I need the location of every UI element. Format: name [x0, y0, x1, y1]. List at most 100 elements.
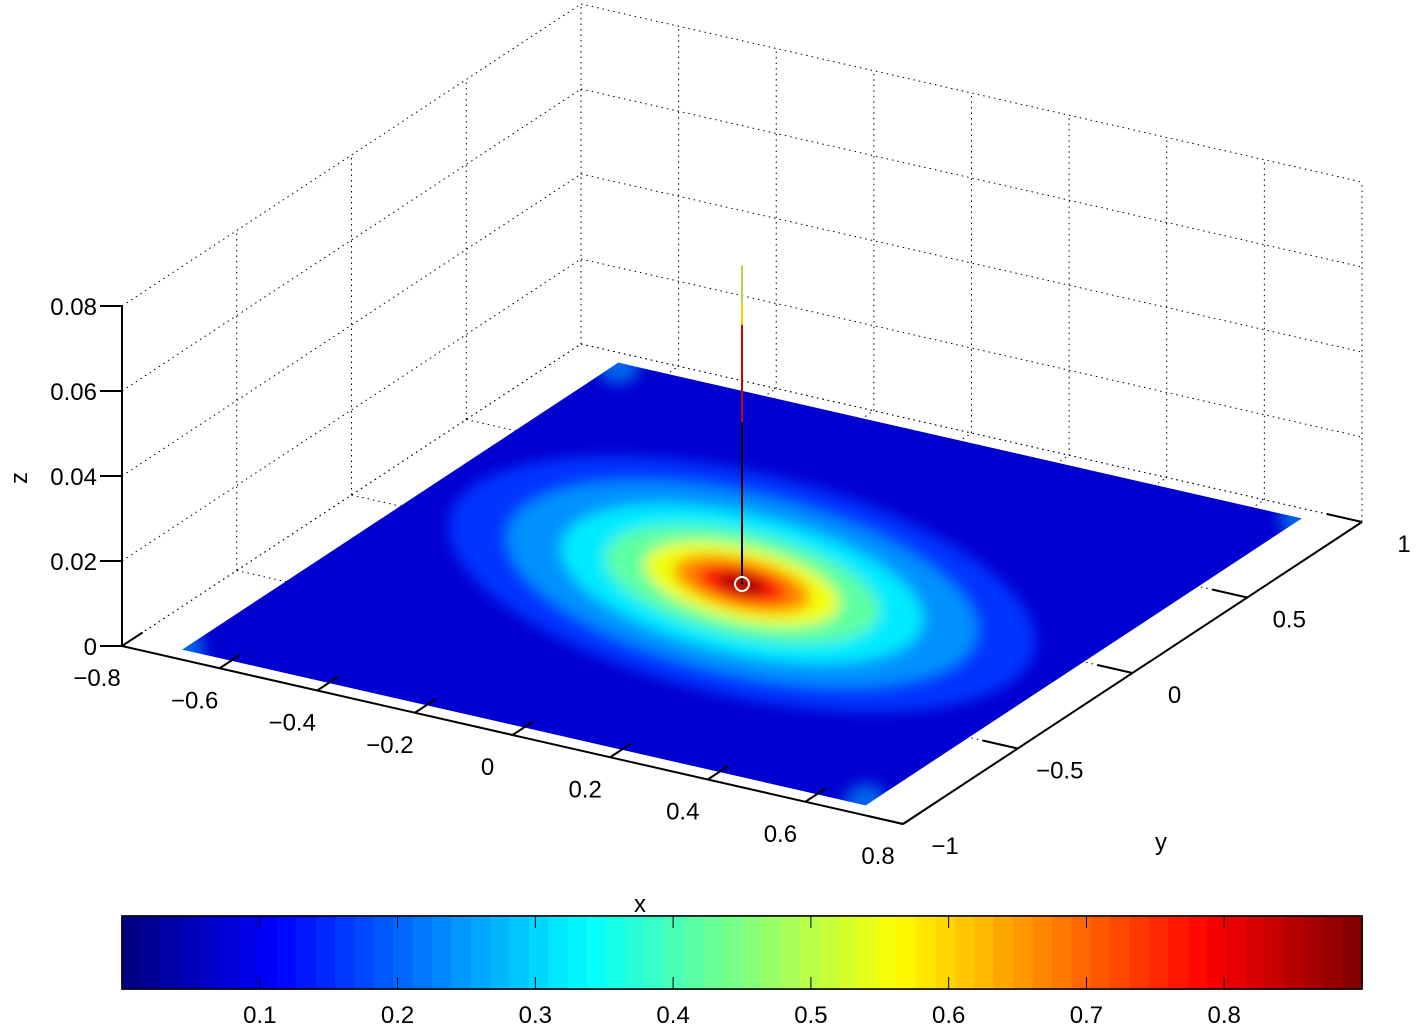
colorbar-band [800, 916, 821, 989]
colorbar-frame [121, 915, 1363, 990]
colorbar-band [122, 916, 142, 989]
grid-line [580, 3, 1363, 183]
colorbar-tick-label: 0.4 [656, 1002, 689, 1029]
peak-marker [734, 576, 750, 592]
grid-line [121, 173, 582, 477]
colorbar-band [1168, 916, 1189, 989]
colorbar-band [315, 916, 336, 989]
colorbar-band [412, 916, 433, 989]
y-tick [867, 815, 904, 825]
y-tick-label: −0.5 [1036, 758, 1083, 785]
grid-line [121, 258, 582, 562]
x-tick [414, 698, 437, 714]
y-tick [982, 739, 1018, 750]
colorbar-band [451, 916, 472, 989]
colorbar-band [373, 916, 394, 989]
colorbar-band [587, 916, 607, 989]
colorbar-band [858, 916, 879, 989]
colorbar-band [548, 916, 569, 989]
colorbar-band [567, 916, 588, 989]
x-tick [707, 765, 729, 781]
x-tick [316, 676, 339, 692]
colorbar-band [354, 916, 375, 989]
colorbar-band [1303, 916, 1324, 989]
x-tick [804, 787, 827, 803]
x-tick-label: −0.6 [171, 687, 218, 714]
x-tick-label: 0.6 [764, 821, 797, 848]
colorbar-band [935, 916, 956, 989]
colorbar-band [819, 916, 840, 989]
colorbar-band [1071, 916, 1092, 989]
x-tick-label: −0.2 [366, 732, 413, 759]
x-tick [902, 809, 925, 825]
colorbar-band [1265, 916, 1286, 989]
colorbar-band [160, 916, 181, 989]
colorbar-tick-label: 0.6 [932, 1002, 965, 1029]
x-axis-label: x [634, 891, 646, 918]
colorbar-band [393, 916, 414, 989]
colorbar-tick-label: 0.1 [243, 1002, 276, 1029]
colorbar-band [625, 916, 646, 989]
grid-line [121, 88, 582, 392]
colorbar-band [974, 916, 995, 989]
colorbar-band [1226, 916, 1247, 989]
colorbar-band [528, 916, 549, 989]
y-tick-label: 1 [1397, 531, 1410, 558]
colorbar-band [1207, 916, 1227, 989]
colorbar-band [645, 916, 666, 989]
colorbar-band [955, 916, 976, 989]
x-tick [219, 653, 241, 670]
y-tick [1097, 664, 1133, 674]
colorbar-band [1090, 916, 1111, 989]
x-tick-label: 0.2 [568, 776, 601, 803]
colorbar-band [1129, 916, 1150, 989]
x-tick-label: 0.8 [861, 843, 894, 870]
colorbar-band [335, 916, 356, 989]
y-tick [1211, 588, 1248, 599]
z-tick-label: 0.06 [50, 379, 97, 406]
colorbar-tick-label: 0.3 [519, 1002, 552, 1029]
colorbar-band [1013, 916, 1034, 989]
colorbar-band [1342, 916, 1363, 989]
colorbar-band [916, 916, 937, 989]
colorbar-band [742, 916, 762, 989]
colorbar-band [761, 916, 782, 989]
colorbar-band [432, 916, 452, 989]
colorbar-band [1187, 916, 1208, 989]
z-tick-label: 0.04 [50, 464, 97, 491]
colorbar-band [1110, 916, 1131, 989]
colorbar-band [1245, 916, 1266, 989]
grid-line [121, 343, 582, 647]
axes: −0.8 −0.6 −0.4 −0.2 0 0.2 0.4 0.6 0.8 −1 −0.5 0 0.5 1… [50, 294, 1410, 870]
colorbar-band [993, 916, 1014, 989]
colorbar-band [838, 916, 859, 989]
z-axis-label: z [6, 472, 33, 484]
colorbar-band [1052, 916, 1072, 989]
colorbar-band [509, 916, 530, 989]
z-tick-label: 0.08 [50, 294, 97, 321]
colorbar-band [1284, 916, 1305, 989]
colorbar-band [1032, 916, 1053, 989]
colorbar-band [277, 916, 297, 989]
x-tick [609, 742, 632, 759]
colorbar-band [238, 916, 259, 989]
y-tick-label: 0 [1168, 682, 1181, 709]
colorbar-tick-label: 0.5 [794, 1002, 827, 1029]
colorbar-band [703, 916, 724, 989]
colorbar-band [218, 916, 239, 989]
z-tick-label: 0 [84, 634, 97, 661]
colorbar-band [877, 916, 898, 989]
stem-plot [734, 265, 750, 592]
y-tick-label: −1 [931, 833, 958, 860]
surface [182, 362, 1302, 806]
colorbar-band [141, 916, 162, 989]
y-axis-label: y [1155, 829, 1167, 856]
x-tick-label: 0.4 [666, 799, 699, 826]
colorbar-band [199, 916, 220, 989]
colorbar: 0.1 0.2 0.3 0.4 0.5 0.6 0.7 0.8 [121, 915, 1363, 1029]
colorbar-band [296, 916, 317, 989]
colorbar-band [780, 916, 801, 989]
colorbar-tick-label: 0.2 [381, 1002, 414, 1029]
colorbar-band [683, 916, 704, 989]
